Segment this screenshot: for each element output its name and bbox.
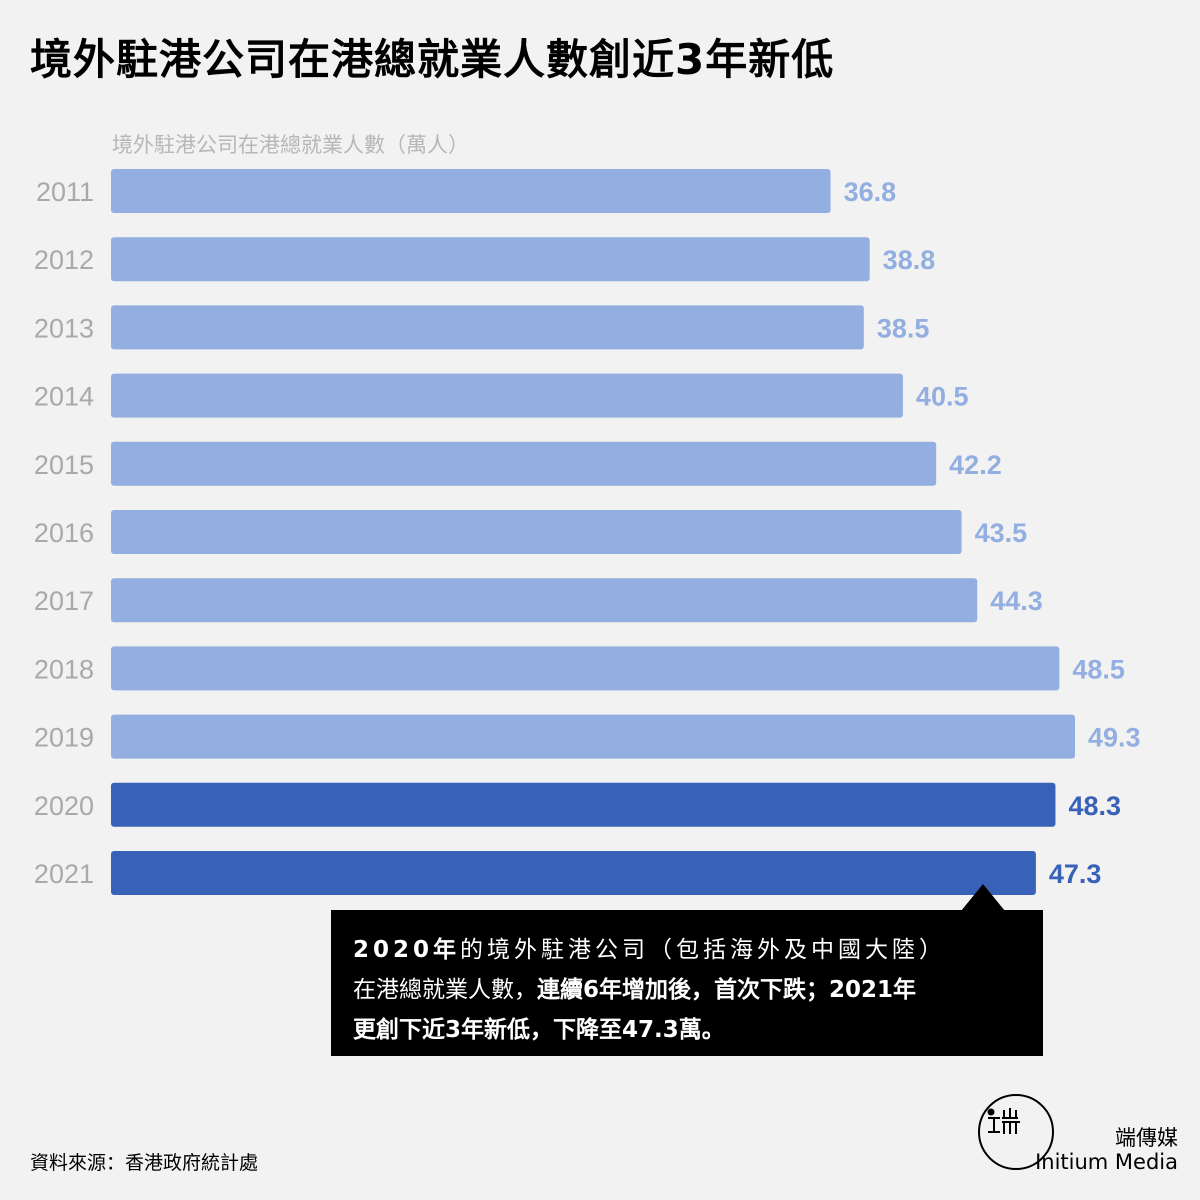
year-label: 2013 [34,313,94,343]
callout-text: 在港總就業人數， [353,977,537,1003]
year-label: 2016 [34,518,94,548]
year-label: 2011 [36,177,94,207]
callout-line-1: 2020年的境外駐港公司（包括海外及中國大陸） [353,930,1033,970]
value-label: 40.5 [916,382,969,412]
bar [111,169,831,213]
bar [111,441,937,486]
bar [111,510,962,554]
year-label: 2021 [34,859,94,889]
callout-highlight-year: 2020年 [353,937,461,963]
value-label: 43.5 [975,518,1028,548]
bar [111,714,1075,759]
bar [111,373,903,418]
value-label: 48.3 [1068,791,1121,821]
bar-chart: 境外駐港公司在港總就業人數（萬人） 2011 36.8 2012 38.8 2013 38… [34,133,1141,895]
callout-line-2: 在港總就業人數，連續6年增加後，首次下跌；2021年 [353,970,1033,1010]
bar [111,237,870,282]
year-label: 2014 [34,382,94,412]
callout-bold-text: 更創下近3年新低，下降至47.3萬。 [353,1017,725,1043]
chart-subtitle: 境外駐港公司在港總就業人數（萬人） [112,133,469,157]
page-title: 境外駐港公司在港總就業人數創近3年新低 [30,35,835,84]
value-label: 44.3 [990,586,1043,616]
value-label: 38.8 [883,245,936,275]
callout-box: 2020年的境外駐港公司（包括海外及中國大陸） 在港總就業人數，連續6年增加後，… [331,910,1043,1056]
value-label: 48.5 [1072,654,1125,684]
callout-pointer [961,884,1005,911]
initium-logo-icon [978,1094,1054,1170]
brand-name-zh: 端傳媒 [1115,1126,1178,1150]
year-label: 2012 [34,245,94,275]
value-label: 38.5 [877,313,930,343]
bar [111,782,1056,827]
year-label: 2019 [34,723,94,753]
year-label: 2020 [34,791,94,821]
bar [111,851,1036,895]
bar [111,578,978,623]
bar [111,646,1060,691]
source-note: 資料來源：香港政府統計處 [30,1152,259,1174]
year-label: 2017 [34,586,94,616]
initium-logo-mark-icon [987,1108,1020,1134]
year-label: 2015 [34,450,94,480]
callout-line-3: 更創下近3年新低，下降至47.3萬。 [353,1010,1033,1050]
value-label: 36.8 [844,177,897,207]
year-label: 2018 [34,654,94,684]
callout-text: 的境外駐港公司（包括海外及中國大陸） [460,937,947,963]
bars-group: 2011 36.8 2012 38.8 2013 38.5 2014 40.5 2015 42.2… [34,169,1141,895]
value-label: 47.3 [1049,859,1102,889]
value-label: 49.3 [1088,723,1141,753]
bar [111,305,864,350]
callout-bold-text: 連續6年增加後，首次下跌；2021年 [537,977,917,1003]
brand-name-en: Initium Media [1035,1150,1178,1174]
value-label: 42.2 [949,450,1002,480]
